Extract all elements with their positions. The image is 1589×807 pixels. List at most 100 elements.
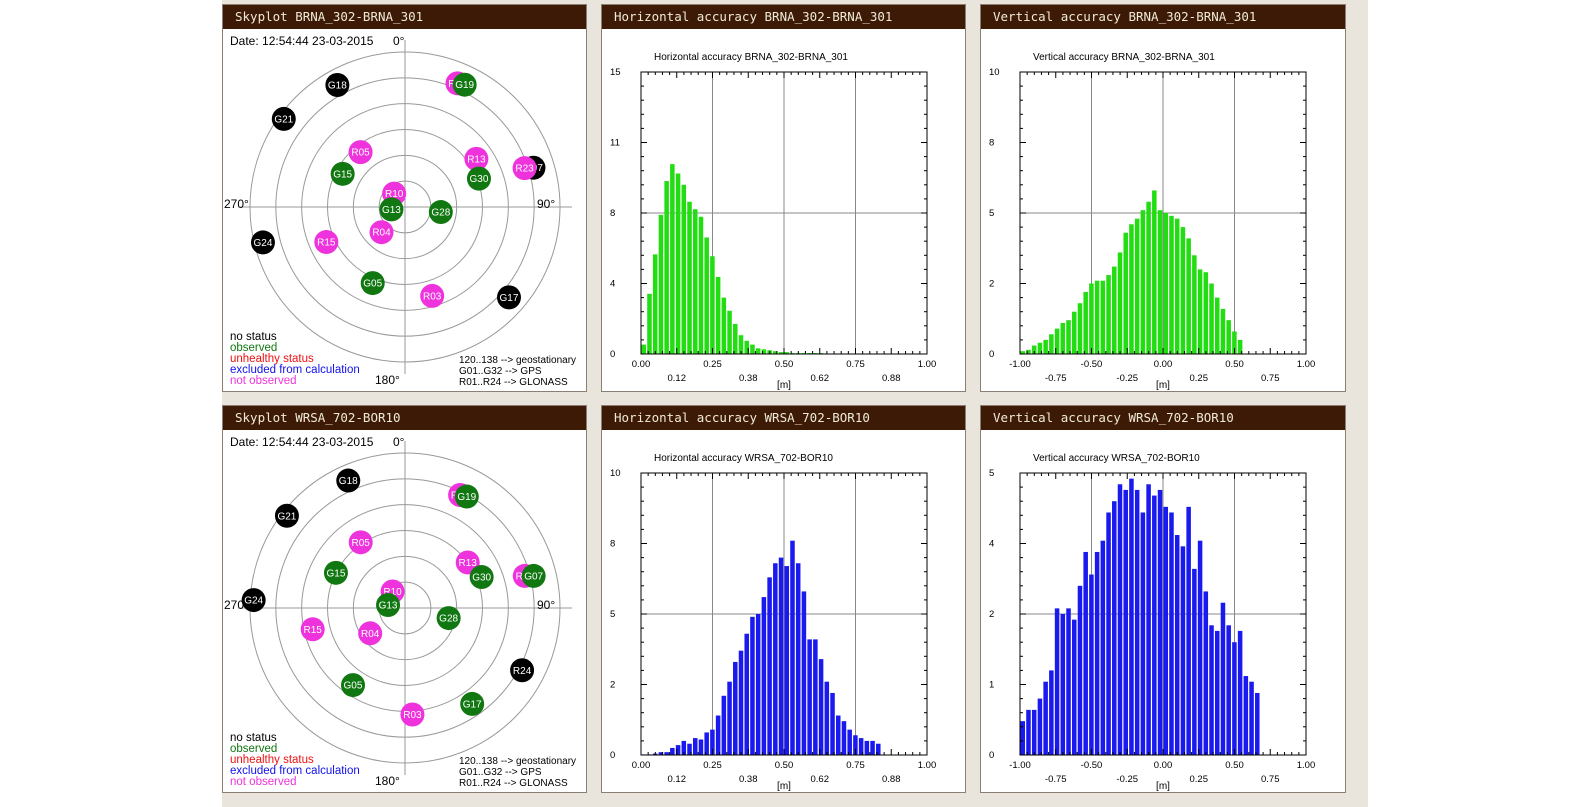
x-tick-label: 0.25 <box>703 760 722 771</box>
histogram-bar <box>1100 280 1106 354</box>
satellite-marker: G28 <box>428 200 453 225</box>
histogram-bar <box>778 352 784 354</box>
satellite-marker: G17 <box>496 285 521 310</box>
histogram-bar <box>773 351 778 354</box>
satellite-dot <box>358 621 383 646</box>
histogram-bar <box>1066 320 1071 354</box>
skyplot-svg: Date: 12:54:44 23-03-2015 0° 90° 180° 270° G1… <box>224 34 576 388</box>
satellite-marker: G15 <box>323 560 348 585</box>
histogram-bar <box>1043 681 1048 755</box>
histogram-bar <box>1066 608 1071 755</box>
histogram-svg: Horizontal accuracy BRNA_302-BRNA_301 0.0… <box>610 52 936 391</box>
satellite-marker: R15 <box>314 230 339 255</box>
y-tick-label: 11 <box>610 138 620 149</box>
histogram-bar <box>847 729 852 755</box>
histogram-bar <box>795 563 801 755</box>
compass-south: 180° <box>375 373 400 387</box>
histogram-bar <box>1083 291 1088 354</box>
y-tick-label: 15 <box>610 67 621 78</box>
satellite-label: G19 <box>455 80 474 91</box>
x-tick-label: -0.50 <box>1081 760 1103 771</box>
histogram-bar <box>1071 619 1077 755</box>
satellite-dot <box>314 230 339 255</box>
histogram-bar <box>692 209 698 354</box>
satellite-label: G15 <box>333 169 352 180</box>
histogram-bar <box>1031 709 1037 755</box>
histogram-bar <box>755 348 761 354</box>
histogram-bar <box>675 173 681 354</box>
histogram-bar <box>1094 280 1100 354</box>
y-tick-label: 0 <box>989 750 994 761</box>
histogram-bar <box>1214 630 1220 755</box>
legend-item: not observed <box>230 375 297 387</box>
satellite-label: R05 <box>352 538 371 549</box>
x-tick-label: -1.00 <box>1009 359 1031 370</box>
satellite-marker: G21 <box>274 503 299 528</box>
histogram-bar <box>807 639 812 755</box>
histogram-bar <box>1049 670 1054 755</box>
satellite-dot <box>360 271 385 296</box>
satellite-marker: G05 <box>360 271 385 296</box>
satellite-label: R24 <box>513 666 532 677</box>
histogram-bar <box>830 692 835 755</box>
histogram-bar <box>1152 190 1157 354</box>
horizontal-accuracy-panel-brna: Horizontal accuracy BRNA_302-BRNA_301 Ho… <box>601 4 966 392</box>
histogram-bar <box>835 715 841 755</box>
histogram-bar <box>681 740 687 755</box>
legend-item: observed <box>230 342 277 354</box>
constellation-info: 120..138 --> geostationary <box>459 756 576 767</box>
histogram-bar <box>733 661 738 755</box>
histogram-bar <box>1134 489 1140 755</box>
satellite-label: G24 <box>244 596 263 607</box>
x-tick-label: 0.25 <box>703 359 722 370</box>
satellite-label: G21 <box>274 114 293 125</box>
histogram-bar <box>1157 489 1163 755</box>
satellite-marker: G13 <box>376 593 401 618</box>
histogram-bar <box>790 540 795 755</box>
histogram-bar <box>670 164 675 354</box>
vertical-accuracy-panel-wrsa: Vertical accuracy WRSA_702-BOR10 Vertica… <box>980 405 1346 793</box>
histogram-bar <box>1214 297 1220 354</box>
histogram-bar <box>1117 252 1123 354</box>
satellite-marker: R15 <box>300 617 325 642</box>
histogram-bar <box>1237 630 1243 755</box>
histogram-bar <box>818 659 824 755</box>
satellite-dot <box>466 166 491 191</box>
x-tick-label: 0.75 <box>1261 774 1280 785</box>
histogram-bar <box>1152 495 1157 755</box>
satellite-dot <box>496 285 521 310</box>
satellite-label: G05 <box>344 681 363 692</box>
satellite-marker: G18 <box>336 468 361 493</box>
constellation-info: R01..R24 --> GLONASS <box>459 778 568 789</box>
histogram-bar <box>1054 328 1060 354</box>
histogram-bar <box>658 214 664 354</box>
histogram-bar <box>876 743 881 755</box>
x-axis-label: [m] <box>777 781 791 792</box>
histogram-bar <box>1037 698 1043 755</box>
satellite-marker: G30 <box>466 166 491 191</box>
histogram-bar <box>1255 692 1260 755</box>
x-tick-label: 0.38 <box>739 373 758 384</box>
y-tick-label: 8 <box>610 208 615 219</box>
satellite-marker: R23 <box>512 156 537 181</box>
x-tick-label: -1.00 <box>1009 760 1031 771</box>
satellite-marker: R04 <box>358 621 383 646</box>
satellite-label: G17 <box>500 293 519 304</box>
histogram-bar <box>687 743 692 755</box>
x-tick-label: 0.25 <box>1190 373 1209 384</box>
satellite-dot <box>521 563 546 588</box>
satellite-marker: G17 <box>460 691 485 716</box>
histogram-bar <box>841 721 847 755</box>
chart-title: Vertical accuracy BRNA_302-BRNA_301 <box>1033 52 1215 63</box>
histogram-bar <box>1157 210 1163 354</box>
compass-south: 180° <box>375 774 400 788</box>
histogram-bar <box>1026 709 1031 755</box>
histogram-bar <box>1163 213 1169 354</box>
satellite-dot <box>436 606 461 631</box>
histogram-bar <box>1186 238 1191 354</box>
satellite-dot <box>336 468 361 493</box>
satellite-dot <box>460 691 485 716</box>
histogram-bar <box>1060 322 1066 354</box>
satellite-dot <box>510 658 535 683</box>
histogram-bar <box>1134 218 1140 354</box>
